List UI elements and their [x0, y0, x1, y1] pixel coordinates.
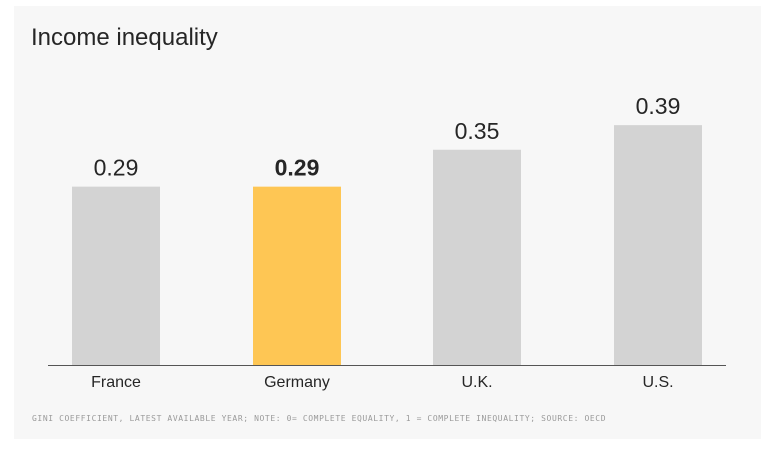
- value-label-germany: 0.29: [275, 155, 320, 181]
- bar-france: [72, 186, 160, 365]
- value-label-u-s: 0.39: [636, 93, 681, 119]
- category-label-france: France: [91, 374, 141, 391]
- bars-group: [72, 125, 702, 366]
- chart-title: Income inequality: [31, 24, 218, 51]
- category-label-u-k: U.K.: [461, 374, 492, 391]
- bar-germany: [253, 186, 341, 365]
- labels-group: 0.29 France 0.29 Germany 0.35 U.K. 0.39 U.S.: [91, 93, 680, 391]
- category-label-germany: Germany: [264, 374, 330, 391]
- category-label-u-s: U.S.: [642, 374, 673, 391]
- bar-u-k: [433, 149, 521, 365]
- chart-footnote: GINI COEFFICIENT, LATEST AVAILABLE YEAR;…: [32, 414, 607, 423]
- bar-u-s: [614, 125, 702, 366]
- value-label-france: 0.29: [94, 155, 139, 181]
- value-label-u-k: 0.35: [455, 118, 500, 144]
